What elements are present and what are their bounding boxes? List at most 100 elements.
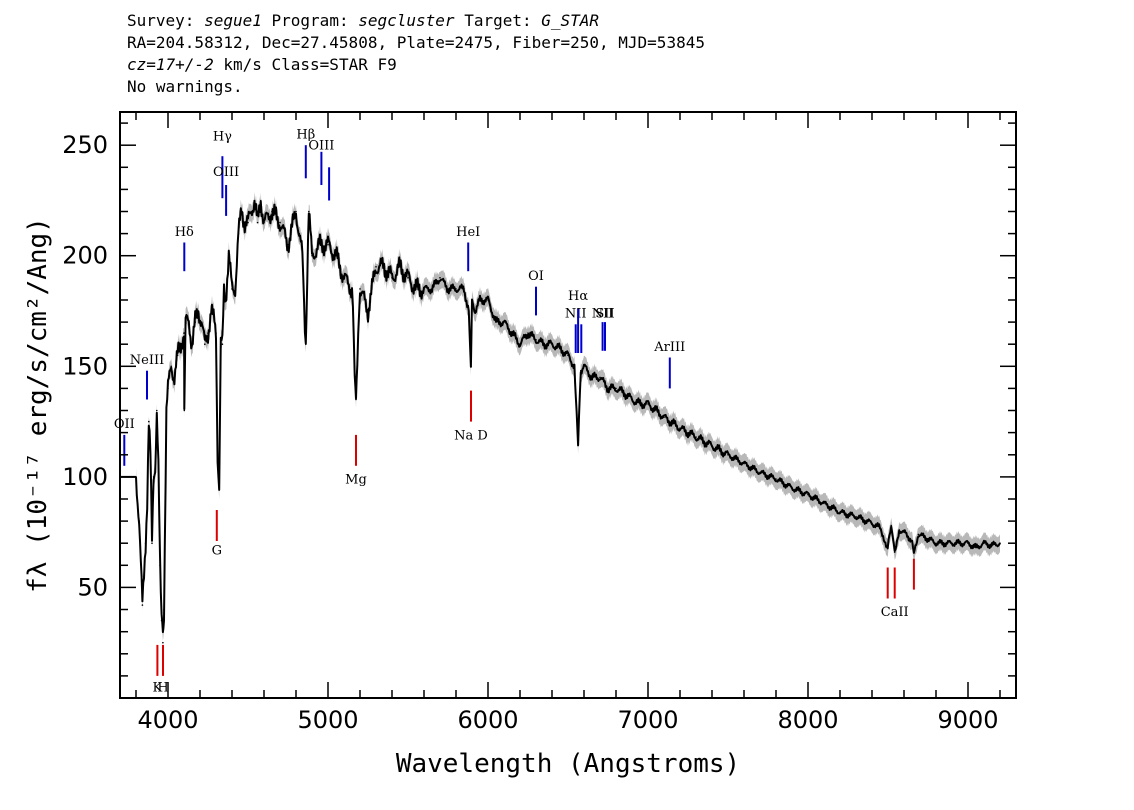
spectrum-point xyxy=(577,442,579,445)
spectrum-point xyxy=(903,531,905,533)
emission-line-label: OII xyxy=(114,417,135,432)
spectrum-point xyxy=(234,288,236,290)
x-axis-label: Wavelength (Angstroms) xyxy=(396,749,740,779)
spectrum-point xyxy=(143,575,145,578)
spectrum-point xyxy=(631,398,633,401)
spectrum-point xyxy=(228,254,230,257)
spectrum-point xyxy=(260,199,262,202)
spectrum-point xyxy=(170,365,172,368)
y-tick-label: 250 xyxy=(62,131,108,159)
redshift-value: cz=17+/-2 xyxy=(127,55,214,74)
spectrum-point xyxy=(599,376,601,379)
spectrum-point xyxy=(367,310,369,312)
y-tick-label: 100 xyxy=(62,463,108,491)
program-label: Program: xyxy=(271,11,349,30)
survey-label: Survey: xyxy=(127,11,195,30)
spectrum-point xyxy=(695,436,697,438)
spectrum-point xyxy=(244,221,246,224)
emission-line-label: OIII xyxy=(213,165,239,180)
spectrum-point xyxy=(399,266,401,268)
spectrum-point xyxy=(663,416,665,419)
spectrum-point xyxy=(237,232,240,235)
absorption-line-label: CaII xyxy=(881,605,909,620)
spectrum-point xyxy=(156,409,158,412)
spectrum-point xyxy=(479,299,481,301)
spectrum-point xyxy=(224,299,227,301)
emission-line-label: NII xyxy=(592,307,614,322)
header-line-redshift: cz=17+/-2 km/s Class=STAR F9 xyxy=(127,54,1027,76)
spectrum-point xyxy=(871,522,873,525)
x-tick-label: 9000 xyxy=(937,706,998,734)
spectrum-point xyxy=(215,332,217,334)
spectrum-point xyxy=(935,542,937,544)
spectrum-point xyxy=(343,277,345,279)
spectrum-point xyxy=(359,288,361,290)
spectrum-point xyxy=(468,310,470,312)
spectrum-point xyxy=(909,538,912,540)
spectrum-point xyxy=(535,339,537,341)
spectrum-point xyxy=(218,487,220,489)
spectrum-point xyxy=(573,365,576,368)
absorption-line-label: K xyxy=(153,680,163,695)
spectrum-point xyxy=(263,221,265,224)
spectrum-point xyxy=(791,487,793,489)
spectrum-point xyxy=(183,332,185,334)
x-tick-label: 4000 xyxy=(137,706,198,734)
spectrum-point xyxy=(463,288,465,290)
header-line-survey: Survey: segue1 Program: segcluster Targe… xyxy=(127,10,1027,32)
spectrum-point xyxy=(231,288,233,290)
spectrum-point xyxy=(855,515,857,518)
spectrum-point xyxy=(144,542,147,544)
absorption-line-label: H xyxy=(157,680,168,695)
spectrum-point xyxy=(983,542,985,544)
spectrum-point xyxy=(184,321,187,323)
spectrum-point xyxy=(213,321,216,323)
spectrum-point xyxy=(167,387,169,390)
spectrum-point xyxy=(775,478,777,480)
plot-frame xyxy=(119,111,1017,699)
spectrum-point xyxy=(455,288,457,290)
emission-line-label: OIII xyxy=(308,139,334,154)
spectrum-point xyxy=(176,354,179,357)
absorption-line-label: Mg xyxy=(345,473,367,488)
absorption-line-label: G xyxy=(212,543,222,558)
spectrum-point xyxy=(807,493,809,496)
spectrum-point xyxy=(256,221,259,224)
spectrum-point xyxy=(210,310,212,312)
spectrum-point xyxy=(580,369,582,372)
spectrum-point xyxy=(431,288,433,290)
spectrum-point xyxy=(839,511,841,513)
spectrum-point xyxy=(470,365,472,368)
spectrum-point xyxy=(163,608,165,611)
survey-value: segue1 xyxy=(204,11,262,30)
spectrum-point xyxy=(311,254,313,257)
spectrum-point xyxy=(356,365,359,368)
spectrum-point xyxy=(149,454,152,456)
spectrum-point xyxy=(204,343,206,346)
emission-line-label: Hδ xyxy=(175,225,194,240)
spectrum-point xyxy=(415,288,417,290)
emission-line-label: SII xyxy=(595,307,614,322)
spectrum-point xyxy=(301,254,304,257)
spectrum-point xyxy=(917,533,920,536)
absorption-line-label: Na D xyxy=(454,428,488,443)
spectrum-point xyxy=(220,343,222,346)
emission-line-label: NII xyxy=(565,307,587,322)
spectrum-point xyxy=(487,299,489,301)
spectrum-point xyxy=(138,520,140,522)
spectrum-point xyxy=(511,332,513,334)
spectrum-point xyxy=(271,210,273,213)
spectrum-point xyxy=(886,546,889,549)
spectrum-point xyxy=(180,343,182,346)
spectrum-point xyxy=(879,526,881,529)
spectrum-point xyxy=(893,551,896,553)
spectrum-point xyxy=(615,387,617,390)
spectrum-point xyxy=(183,409,186,412)
spectrum-point xyxy=(159,564,161,567)
spectrum-point xyxy=(308,210,310,213)
x-tick-label: 8000 xyxy=(777,706,838,734)
spectrum-point xyxy=(247,221,249,224)
target-value: G_STAR xyxy=(541,11,600,30)
spectrum-point xyxy=(471,299,473,301)
spectrum-point xyxy=(298,232,301,235)
